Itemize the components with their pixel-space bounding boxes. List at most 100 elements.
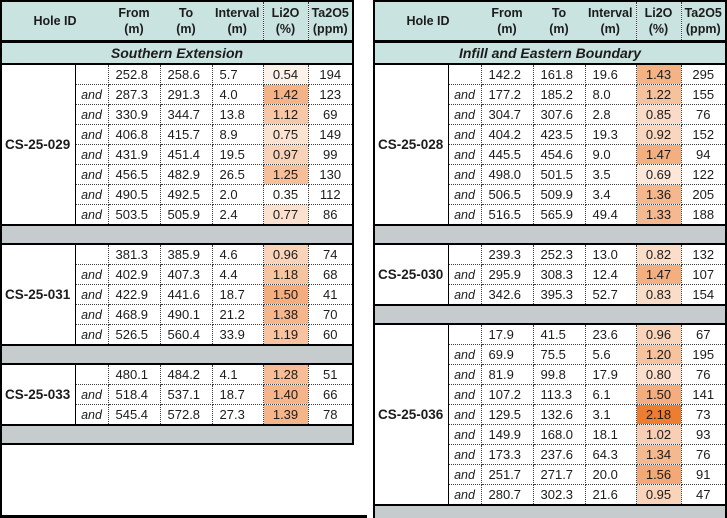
cell-li2o[interactable]: 0.35	[262, 184, 309, 205]
cell-interval[interactable]: 3.1	[584, 404, 637, 425]
cell-ta2o5[interactable]: 41	[307, 284, 354, 305]
cell-hole-id[interactable]: CS-25-028	[374, 64, 449, 225]
cell-interval[interactable]: 6.1	[584, 384, 637, 405]
cell-interval[interactable]: 3.4	[584, 184, 637, 205]
cell-li2o[interactable]: 1.28	[262, 363, 309, 385]
cell-to[interactable]: 407.3	[159, 264, 213, 285]
cell-ta2o5[interactable]: 76	[680, 364, 727, 385]
cell-to[interactable]: 75.5	[532, 344, 586, 365]
cell-to[interactable]: 132.6	[532, 404, 586, 425]
cell-li2o[interactable]: 1.02	[635, 424, 682, 445]
cell-li2o[interactable]: 0.95	[635, 484, 682, 506]
cell-conjunction[interactable]	[74, 63, 109, 85]
cell-from[interactable]: 252.8	[107, 63, 161, 85]
cell-interval[interactable]: 4.0	[211, 84, 264, 105]
cell-interval[interactable]: 18.7	[211, 284, 264, 305]
cell-li2o[interactable]: 1.50	[262, 284, 309, 305]
cell-li2o[interactable]: 1.25	[262, 164, 309, 185]
cell-to[interactable]: 482.9	[159, 164, 213, 185]
cell-to[interactable]: 161.8	[532, 63, 586, 85]
cell-interval[interactable]: 49.4	[584, 204, 637, 226]
cell-conjunction[interactable]: and	[74, 204, 109, 226]
cell-interval[interactable]: 19.6	[584, 63, 637, 85]
cell-to[interactable]: 560.4	[159, 324, 213, 346]
cell-conjunction[interactable]: and	[447, 464, 482, 485]
cell-to[interactable]: 291.3	[159, 84, 213, 105]
cell-from[interactable]: 422.9	[107, 284, 161, 305]
col-header-li2o[interactable]: Li2O (%)	[262, 1, 309, 43]
col-header-to[interactable]: To (m)	[160, 1, 212, 43]
cell-from[interactable]: 107.2	[480, 384, 534, 405]
cell-conjunction[interactable]	[74, 363, 109, 385]
cell-from[interactable]: 142.2	[480, 63, 534, 85]
cell-from[interactable]: 468.9	[107, 304, 161, 325]
cell-li2o[interactable]: 1.56	[635, 464, 682, 485]
cell-li2o[interactable]: 0.96	[635, 323, 682, 345]
cell-conjunction[interactable]: and	[74, 304, 109, 325]
cell-to[interactable]: 41.5	[532, 323, 586, 345]
cell-conjunction[interactable]	[447, 243, 482, 265]
cell-from[interactable]: 526.5	[107, 324, 161, 346]
cell-to[interactable]: 565.9	[532, 204, 586, 226]
cell-ta2o5[interactable]: 149	[307, 124, 354, 145]
col-header-interval[interactable]: Interval (m)	[212, 1, 263, 43]
cell-from[interactable]: 381.3	[107, 243, 161, 265]
cell-conjunction[interactable]: and	[447, 364, 482, 385]
cell-ta2o5[interactable]: 76	[680, 444, 727, 465]
cell-interval[interactable]: 2.4	[211, 204, 264, 226]
col-header-hole-id[interactable]: Hole ID	[374, 1, 481, 43]
cell-to[interactable]: 454.6	[532, 144, 586, 165]
cell-from[interactable]: 456.5	[107, 164, 161, 185]
cell-from[interactable]: 17.9	[480, 323, 534, 345]
cell-to[interactable]: 572.8	[159, 404, 213, 426]
cell-li2o[interactable]: 1.20	[635, 344, 682, 365]
cell-interval[interactable]: 21.6	[584, 484, 637, 506]
cell-from[interactable]: 445.5	[480, 144, 534, 165]
cell-to[interactable]: 484.2	[159, 363, 213, 385]
cell-to[interactable]: 490.1	[159, 304, 213, 325]
cell-interval[interactable]: 52.7	[584, 284, 637, 306]
cell-ta2o5[interactable]: 73	[680, 404, 727, 425]
cell-ta2o5[interactable]: 93	[680, 424, 727, 445]
cell-li2o[interactable]: 0.69	[635, 164, 682, 185]
cell-from[interactable]: 69.9	[480, 344, 534, 365]
cell-interval[interactable]: 23.6	[584, 323, 637, 345]
cell-conjunction[interactable]: and	[74, 84, 109, 105]
cell-li2o[interactable]: 0.80	[635, 364, 682, 385]
cell-interval[interactable]: 13.8	[211, 104, 264, 125]
cell-to[interactable]: 505.9	[159, 204, 213, 226]
cell-ta2o5[interactable]: 141	[680, 384, 727, 405]
cell-ta2o5[interactable]: 76	[680, 104, 727, 125]
cell-interval[interactable]: 18.1	[584, 424, 637, 445]
cell-conjunction[interactable]: and	[447, 264, 482, 285]
cell-to[interactable]: 385.9	[159, 243, 213, 265]
cell-from[interactable]: 239.3	[480, 243, 534, 265]
cell-interval[interactable]: 4.6	[211, 243, 264, 265]
cell-interval[interactable]: 19.3	[584, 124, 637, 145]
cell-ta2o5[interactable]: 68	[307, 264, 354, 285]
cell-ta2o5[interactable]: 154	[680, 284, 727, 306]
cell-ta2o5[interactable]: 107	[680, 264, 727, 285]
cell-li2o[interactable]: 0.92	[635, 124, 682, 145]
cell-to[interactable]: 185.2	[532, 84, 586, 105]
cell-ta2o5[interactable]: 67	[680, 323, 727, 345]
cell-ta2o5[interactable]: 122	[680, 164, 727, 185]
cell-to[interactable]: 537.1	[159, 384, 213, 405]
cell-from[interactable]: 498.0	[480, 164, 534, 185]
cell-to[interactable]: 509.9	[532, 184, 586, 205]
cell-interval[interactable]: 33.9	[211, 324, 264, 346]
cell-conjunction[interactable]: and	[447, 444, 482, 465]
cell-ta2o5[interactable]: 99	[307, 144, 354, 165]
cell-to[interactable]: 395.3	[532, 284, 586, 306]
cell-hole-id[interactable]: CS-25-030	[374, 244, 449, 305]
cell-to[interactable]: 501.5	[532, 164, 586, 185]
cell-li2o[interactable]: 1.18	[262, 264, 309, 285]
cell-to[interactable]: 441.6	[159, 284, 213, 305]
cell-hole-id[interactable]: CS-25-033	[1, 364, 76, 425]
cell-ta2o5[interactable]: 155	[680, 84, 727, 105]
cell-li2o[interactable]: 1.34	[635, 444, 682, 465]
cell-li2o[interactable]: 0.77	[262, 204, 309, 226]
cell-interval[interactable]: 8.9	[211, 124, 264, 145]
cell-ta2o5[interactable]: 78	[307, 404, 354, 426]
cell-from[interactable]: 304.7	[480, 104, 534, 125]
